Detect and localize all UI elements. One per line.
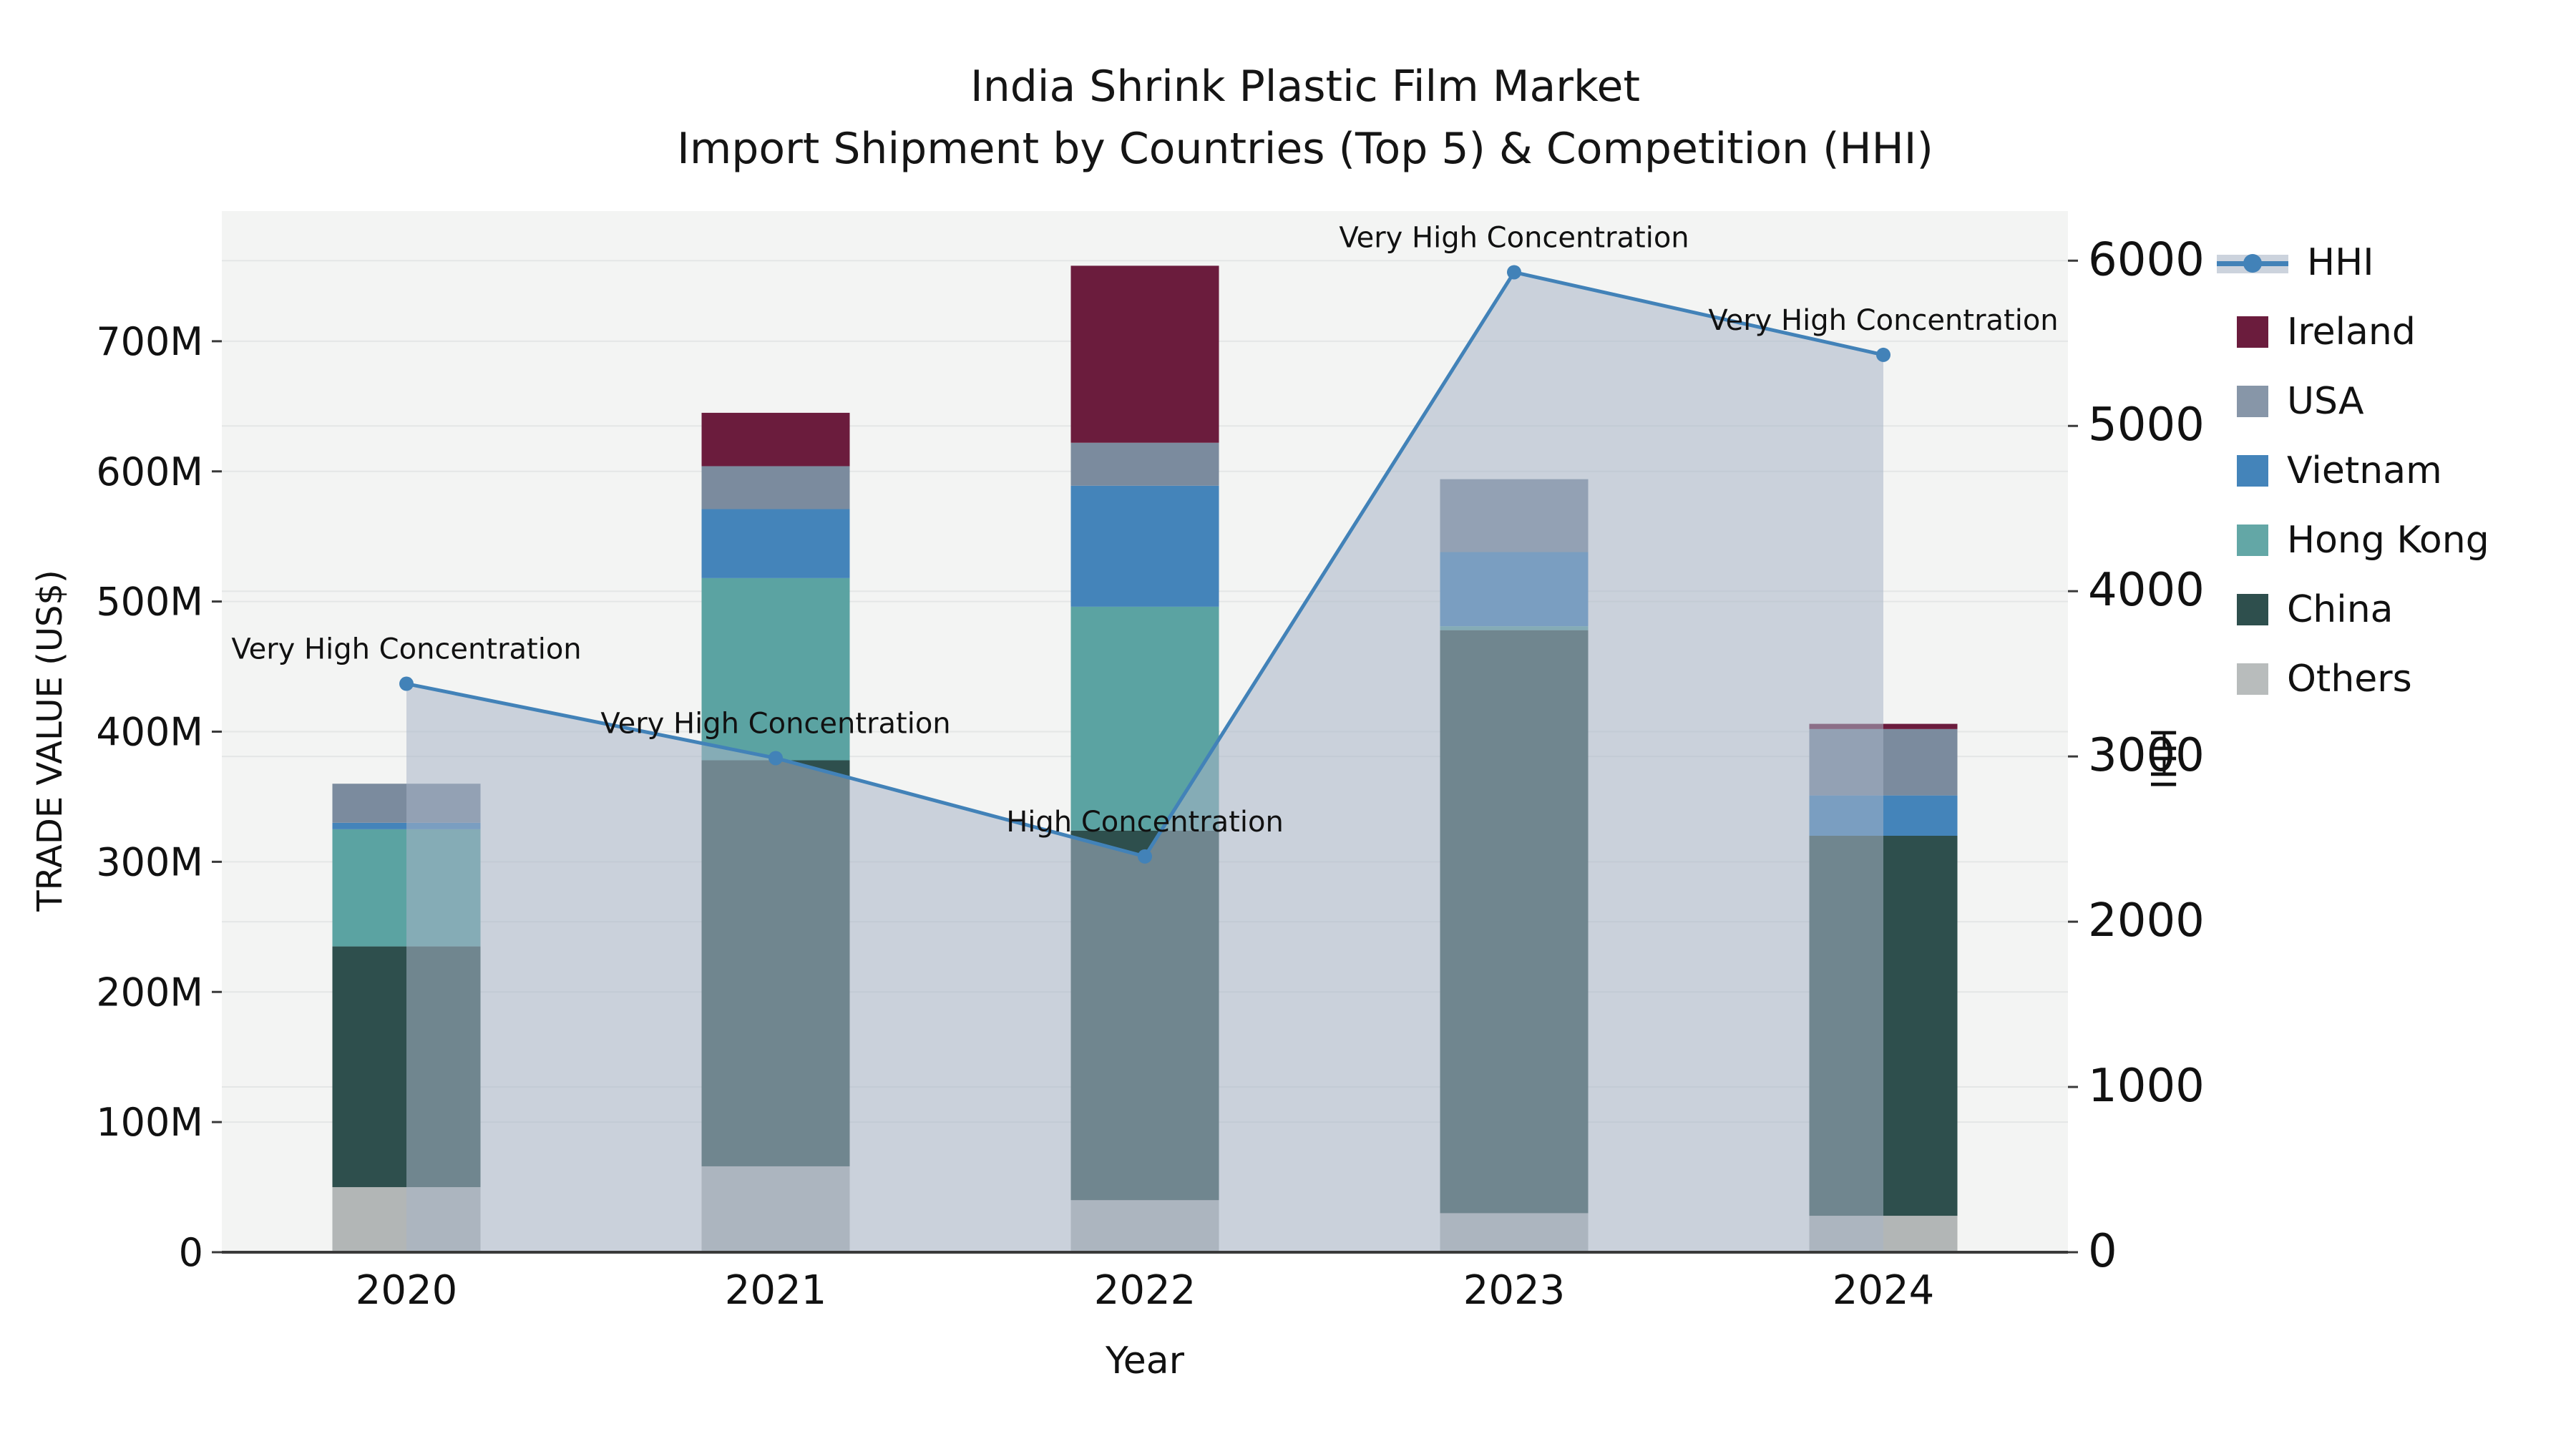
y2-tick-label-2000: 2000 (2088, 894, 2205, 947)
hhi-marker-2023[interactable] (1507, 265, 1521, 280)
legend-label: USA (2287, 379, 2364, 423)
y2-tick-label-6000: 6000 (2088, 233, 2205, 286)
y-tick-label-700M: 700M (96, 319, 203, 364)
legend-label: China (2287, 587, 2394, 631)
bar-segment-hong-kong-2021[interactable] (701, 577, 850, 761)
legend-item-ireland[interactable]: Ireland (2217, 297, 2489, 366)
annotation-2024: Very High Concentration (1708, 304, 2058, 337)
hhi-marker-2020[interactable] (399, 676, 414, 691)
legend: HHI Ireland USA Vietnam Hong Kong China Others (2217, 228, 2489, 713)
y-tick-label-200M: 200M (96, 970, 203, 1015)
annotation-2022: High Concentration (1006, 806, 1284, 839)
y-tick-label-500M: 500M (96, 580, 203, 625)
hhi-line-icon (2217, 247, 2288, 278)
x-tick-label-2022: 2022 (1094, 1267, 1196, 1314)
annotation-2020: Very High Concentration (231, 633, 581, 666)
y2-tick-label-4000: 4000 (2088, 564, 2205, 617)
legend-item-hhi[interactable]: HHI (2217, 228, 2489, 297)
annotation-2021: Very High Concentration (600, 707, 950, 740)
x-tick-label-2020: 2020 (356, 1267, 458, 1314)
y2-tick-label-3000: 3000 (2088, 729, 2205, 782)
bar-segment-vietnam-2022[interactable] (1070, 485, 1219, 607)
y-tick-label-400M: 400M (96, 710, 203, 755)
legend-swatch-icon (2237, 524, 2268, 556)
y-tick-label-600M: 600M (96, 449, 203, 494)
legend-item-china[interactable]: China (2217, 575, 2489, 644)
x-tick-label-2024: 2024 (1833, 1267, 1935, 1314)
bar-segment-ireland-2022[interactable] (1070, 265, 1219, 443)
legend-swatch-icon (2237, 663, 2268, 695)
legend-swatch-icon (2237, 593, 2268, 625)
legend-label: Vietnam (2287, 449, 2442, 492)
chart-title-line2: Import Shipment by Countries (Top 5) & C… (677, 124, 1933, 174)
bar-segment-usa-2022[interactable] (1070, 442, 1219, 486)
x-axis-label-year: Year (1105, 1340, 1185, 1382)
hhi-marker-2024[interactable] (1876, 347, 1890, 362)
y2-axis-label-hhi: HHI (2142, 727, 2182, 790)
chart-title-line1: India Shrink Plastic Film Market (970, 62, 1641, 112)
legend-item-usa[interactable]: USA (2217, 366, 2489, 436)
bar-segment-usa-2021[interactable] (701, 466, 850, 509)
x-tick-label-2021: 2021 (725, 1267, 827, 1314)
bar-segment-vietnam-2021[interactable] (701, 509, 850, 578)
legend-label: Others (2287, 657, 2412, 701)
annotation-2023: Very High Concentration (1339, 221, 1689, 254)
chart-title: India Shrink Plastic Film Market Import … (677, 56, 1933, 180)
legend-label: Hong Kong (2287, 518, 2489, 562)
y-tick-label-0: 0 (179, 1230, 203, 1275)
hhi-area-fill (406, 272, 1883, 1252)
y2-tick-label-5000: 5000 (2088, 399, 2205, 452)
y-tick-label-100M: 100M (96, 1100, 203, 1145)
legend-swatch-icon (2237, 385, 2268, 417)
legend-item-hong-kong[interactable]: Hong Kong (2217, 505, 2489, 575)
y2-tick-label-1000: 1000 (2088, 1060, 2205, 1113)
legend-item-vietnam[interactable]: Vietnam (2217, 436, 2489, 505)
y-tick-label-300M: 300M (96, 839, 203, 884)
hhi-marker-2021[interactable] (769, 751, 783, 766)
legend-label: Ireland (2287, 310, 2416, 353)
hhi-marker-2022[interactable] (1138, 849, 1152, 864)
legend-item-others[interactable]: Others (2217, 644, 2489, 713)
legend-swatch-icon (2237, 454, 2268, 487)
bar-segment-ireland-2021[interactable] (701, 412, 850, 467)
y2-tick-label-0: 0 (2088, 1225, 2117, 1278)
legend-label: HHI (2307, 240, 2374, 284)
x-tick-label-2023: 2023 (1463, 1267, 1566, 1314)
y-axis-label-trade-value: TRADE VALUE (US$) (30, 570, 70, 912)
legend-swatch-icon (2237, 316, 2268, 348)
